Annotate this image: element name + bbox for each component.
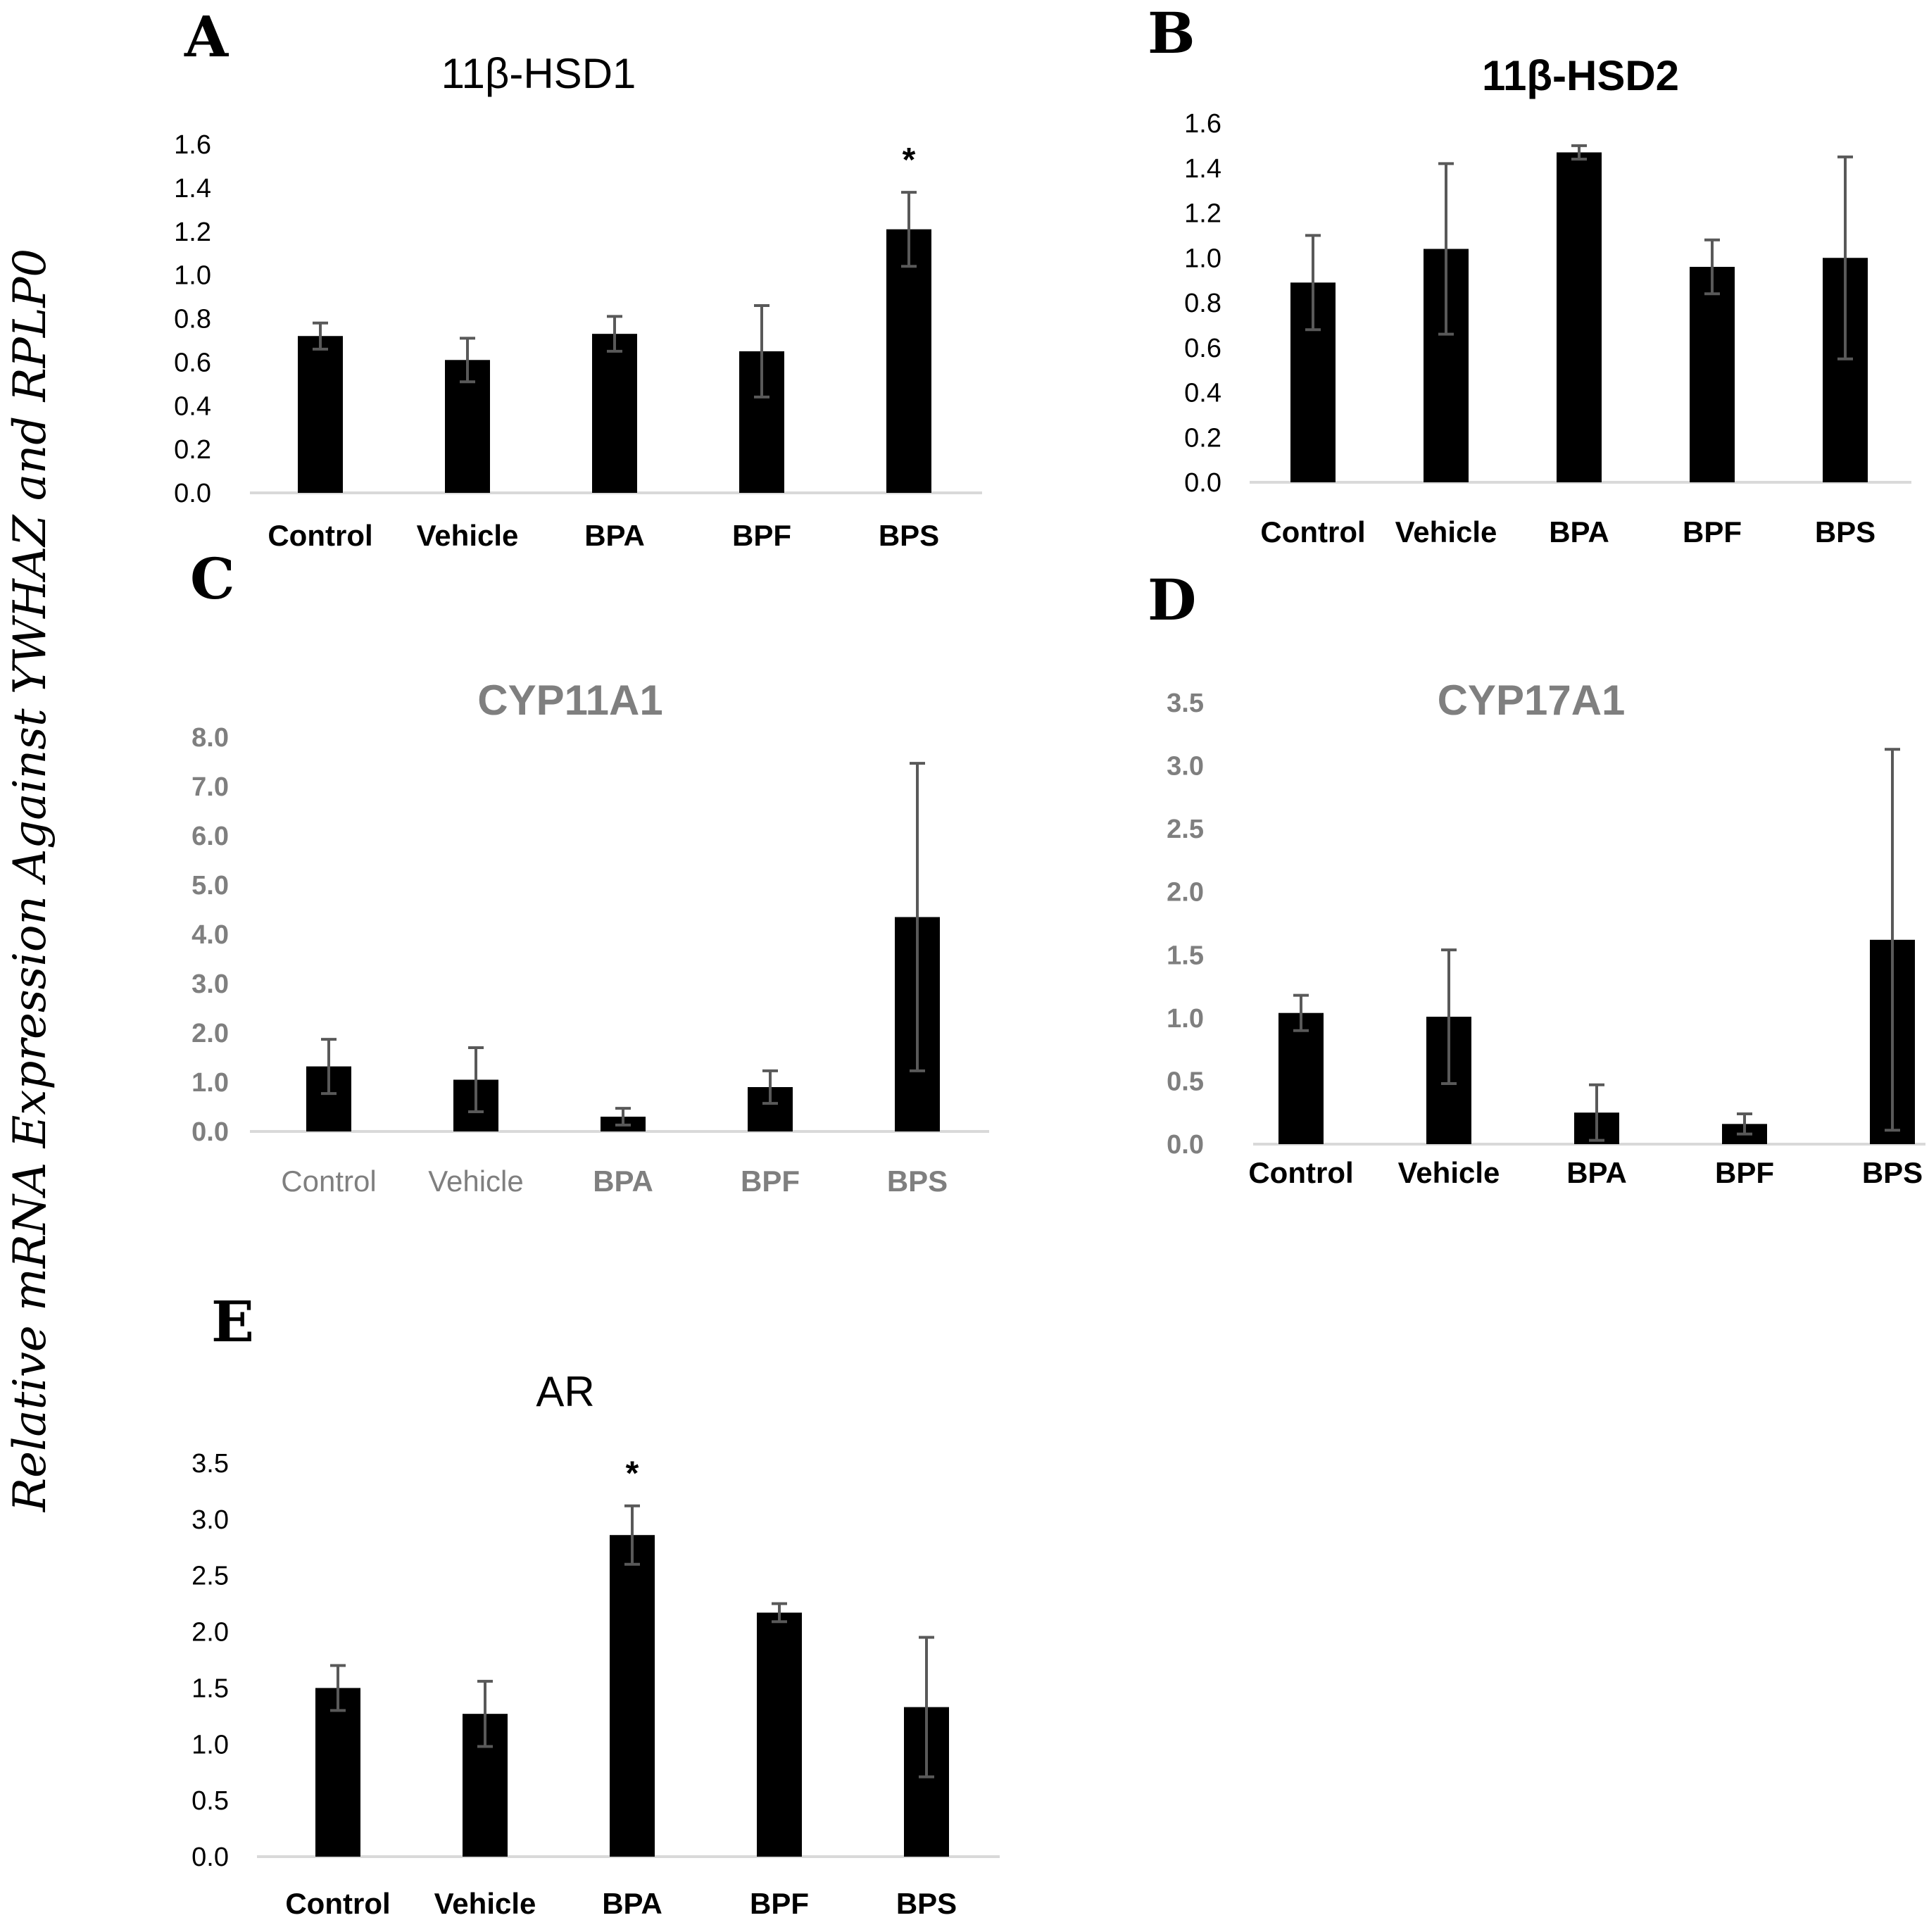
y-tick-label: 0.6 [174, 348, 211, 377]
y-tick-label: 1.2 [1184, 199, 1221, 229]
x-category-label: BPA [1549, 515, 1609, 548]
y-tick-label: 1.2 [174, 218, 211, 247]
x-category-label: BPF [1715, 1156, 1774, 1189]
y-tick-label: 0.4 [174, 391, 211, 421]
x-category-label: Vehicle [434, 1887, 536, 1920]
y-tick-label: 2.0 [191, 1019, 229, 1048]
x-category-label: BPA [602, 1887, 662, 1920]
x-category-label: BPS [1815, 515, 1875, 548]
y-tick-label: 5.0 [191, 871, 229, 901]
y-tick-label: 2.5 [1167, 815, 1204, 844]
x-category-label: BPS [879, 519, 939, 552]
bar [610, 1535, 655, 1857]
y-tick-label: 8.0 [191, 723, 229, 753]
panel-letter: E [211, 1288, 254, 1355]
bar [592, 334, 637, 493]
bar [1690, 267, 1735, 482]
x-category-label: Vehicle [1398, 1156, 1500, 1189]
bar [886, 229, 931, 493]
y-tick-label: 1.6 [1184, 109, 1221, 139]
y-tick-label: 0.6 [1184, 334, 1221, 363]
x-category-label: Control [268, 519, 372, 552]
y-tick-label: 0.8 [1184, 289, 1221, 318]
x-category-label: Control [285, 1887, 390, 1920]
y-tick-label: 1.5 [1167, 941, 1204, 970]
x-category-label: Vehicle [428, 1165, 523, 1198]
chart-panels: A 11β-HSD1 0.0 0.2 0.4 0.6 0.8 1.0 1.2 1.4 1.6 Cont… [174, 0, 1925, 1920]
chart-title: 11β-HSD2 [1482, 52, 1679, 99]
chart-title: CYP11A1 [477, 677, 663, 724]
panel-letter: B [1148, 0, 1195, 66]
panel-b: B 11β-HSD2 0.0 0.2 0.4 0.6 0.8 1.0 1.2 1.4 1.6 Cont… [1148, 0, 1911, 548]
y-tick-label: 0.0 [1167, 1130, 1204, 1160]
y-tick-label: 3.5 [1167, 689, 1204, 718]
y-tick-label: 1.0 [174, 261, 211, 291]
panel-letter: A [184, 4, 229, 70]
x-category-label: BPF [732, 519, 791, 552]
y-tick-label: 1.6 [174, 130, 211, 160]
y-tick-label: 1.0 [191, 1730, 229, 1760]
panel-d: D CYP17A1 0.0 0.5 1.0 1.5 2.0 2.5 3.0 3.5 Control V… [1148, 567, 1925, 1189]
bar [1557, 152, 1602, 482]
x-category-label: BPA [593, 1165, 653, 1198]
y-tick-label: 1.0 [1167, 1004, 1204, 1034]
x-category-label: BPA [1566, 1156, 1627, 1189]
significance-marker: * [626, 1455, 639, 1493]
y-tick-label: 0.0 [1184, 468, 1221, 498]
y-tick-label: 0.0 [174, 479, 211, 508]
x-category-label: Control [281, 1165, 376, 1198]
chart-title: AR [536, 1368, 594, 1415]
y-tick-label: 0.5 [191, 1786, 229, 1816]
y-tick-label: 0.8 [174, 305, 211, 334]
x-category-label: BPS [896, 1887, 957, 1920]
x-category-label: Vehicle [1395, 515, 1497, 548]
y-tick-label: 3.0 [191, 1505, 229, 1535]
y-tick-label: 0.2 [174, 435, 211, 465]
x-category-label: Vehicle [417, 519, 519, 552]
y-tick-label: 1.4 [174, 174, 211, 203]
x-category-label: BPS [1862, 1156, 1923, 1189]
bar [1278, 1012, 1324, 1144]
y-tick-label: 3.5 [191, 1449, 229, 1479]
x-category-label: Control [1248, 1156, 1353, 1189]
panel-e: E AR 0.0 0.5 1.0 1.5 2.0 2.5 3.0 3.5 Control Vehicl… [191, 1288, 1000, 1920]
bar [315, 1688, 360, 1857]
y-tick-label: 7.0 [191, 772, 229, 802]
x-category-label: BPF [750, 1887, 809, 1920]
y-tick-label: 0.0 [191, 1117, 229, 1147]
y-tick-label: 2.0 [191, 1618, 229, 1648]
bar [757, 1612, 802, 1857]
y-tick-label: 3.0 [1167, 752, 1204, 782]
y-tick-label: 0.0 [191, 1843, 229, 1872]
panel-letter: C [190, 546, 235, 612]
chart-title: 11β-HSD1 [441, 50, 636, 97]
y-tick-label: 0.4 [1184, 379, 1221, 408]
chart-title: CYP17A1 [1438, 677, 1626, 724]
y-tick-label: 2.0 [1167, 878, 1204, 908]
y-tick-label: 0.2 [1184, 423, 1221, 453]
panel-c: C CYP11A1 0.0 1.0 2.0 3.0 4.0 5.0 6.0 7.0 8.0 Contr… [190, 546, 989, 1198]
y-axis-label: Relative mRNA Expression Against YWHAZ a… [4, 249, 56, 1512]
y-tick-label: 1.4 [1184, 154, 1221, 184]
x-category-label: BPF [741, 1165, 800, 1198]
x-category-label: Control [1260, 515, 1365, 548]
panel-letter: D [1148, 567, 1196, 633]
y-tick-label: 1.0 [1184, 244, 1221, 273]
y-tick-label: 2.5 [191, 1562, 229, 1591]
x-category-label: BPA [584, 519, 645, 552]
y-tick-label: 0.5 [1167, 1067, 1204, 1096]
y-tick-label: 1.5 [191, 1674, 229, 1703]
y-tick-label: 1.0 [191, 1068, 229, 1098]
x-category-label: BPF [1683, 515, 1742, 548]
y-tick-label: 4.0 [191, 920, 229, 950]
panel-a: A 11β-HSD1 0.0 0.2 0.4 0.6 0.8 1.0 1.2 1.4 1.6 Cont… [174, 4, 982, 552]
significance-marker: * [903, 142, 916, 179]
y-tick-label: 3.0 [191, 970, 229, 999]
bar [298, 336, 343, 493]
y-tick-label: 6.0 [191, 822, 229, 851]
x-category-label: BPS [887, 1165, 948, 1198]
